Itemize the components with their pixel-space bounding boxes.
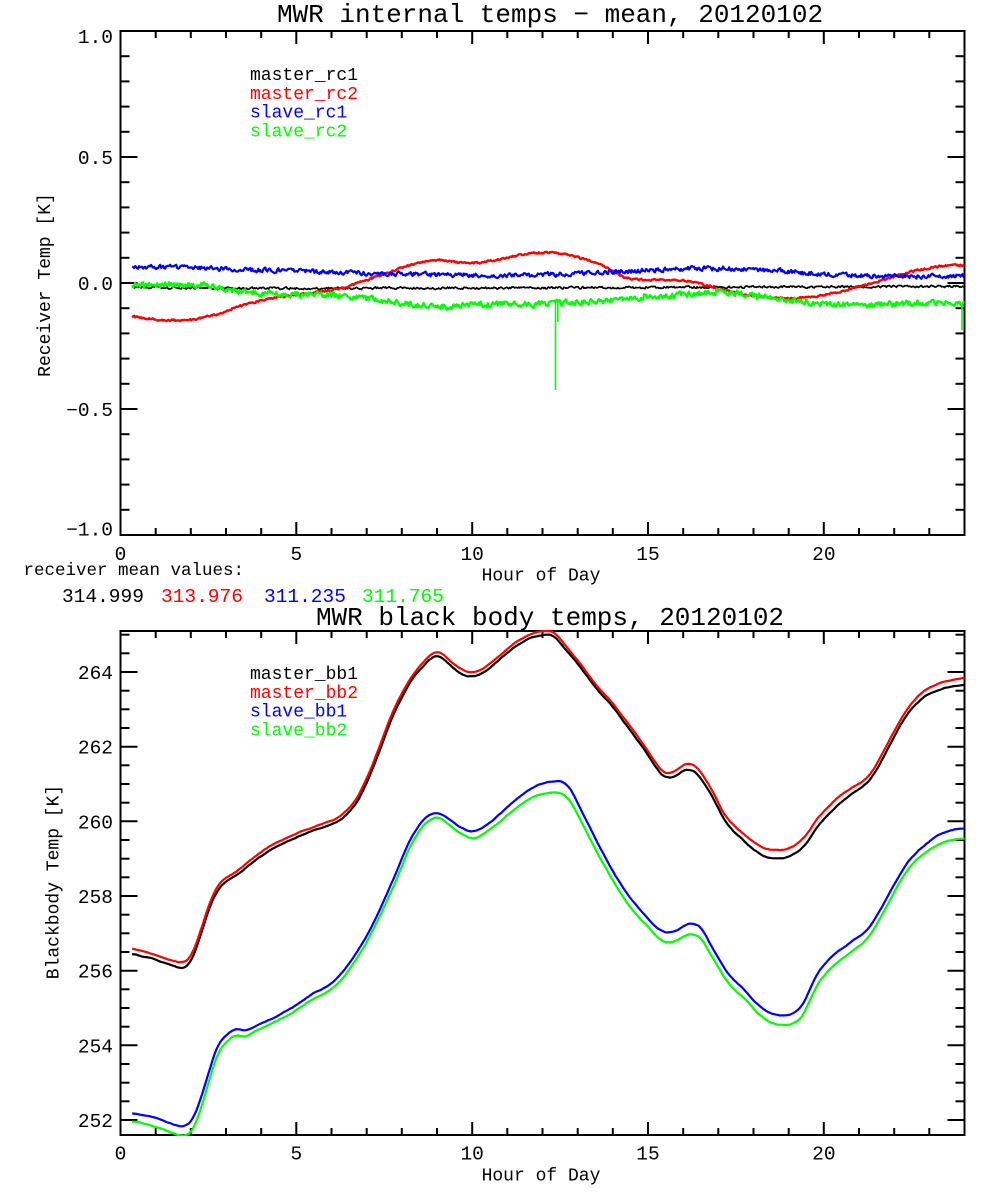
svg-text:Hour of Day: Hour of Day xyxy=(482,1167,601,1187)
svg-text:Blackbody Temp [K]: Blackbody Temp [K] xyxy=(45,785,65,979)
svg-text:10: 10 xyxy=(460,1144,483,1166)
svg-text:311.235: 311.235 xyxy=(264,586,346,608)
svg-text:5: 5 xyxy=(290,544,302,566)
svg-text:15: 15 xyxy=(636,544,659,566)
svg-text:20: 20 xyxy=(812,1144,835,1166)
svg-text:slave_bb2: slave_bb2 xyxy=(250,721,347,741)
svg-text:master_rc2: master_rc2 xyxy=(250,85,358,105)
svg-text:254: 254 xyxy=(78,1036,113,1058)
svg-text:−1.0: −1.0 xyxy=(66,520,113,542)
svg-text:10: 10 xyxy=(460,544,483,566)
svg-text:264: 264 xyxy=(78,663,113,685)
svg-text:MWR black body temps, 20120102: MWR black body temps, 20120102 xyxy=(316,603,784,633)
svg-text:Receiver Temp [K]: Receiver Temp [K] xyxy=(36,193,56,377)
svg-text:master_bb2: master_bb2 xyxy=(250,684,358,704)
svg-text:262: 262 xyxy=(78,738,113,760)
svg-text:313.976: 313.976 xyxy=(161,586,243,608)
svg-text:311.765: 311.765 xyxy=(362,586,444,608)
svg-text:receiver mean values:: receiver mean values: xyxy=(24,561,245,581)
svg-text:0: 0 xyxy=(115,1144,127,1166)
svg-text:256: 256 xyxy=(78,962,113,984)
svg-text:5: 5 xyxy=(290,1144,302,1166)
svg-text:0: 0 xyxy=(115,544,127,566)
svg-text:1.0: 1.0 xyxy=(78,27,113,49)
svg-text:Hour of Day: Hour of Day xyxy=(482,567,601,587)
svg-text:master_bb1: master_bb1 xyxy=(250,665,358,685)
svg-text:slave_bb1: slave_bb1 xyxy=(250,703,347,723)
svg-text:slave_rc1: slave_rc1 xyxy=(250,104,347,124)
svg-text:258: 258 xyxy=(78,887,113,909)
svg-text:−0.5: −0.5 xyxy=(66,400,113,422)
svg-text:252: 252 xyxy=(78,1111,113,1133)
svg-text:0.5: 0.5 xyxy=(78,148,113,170)
svg-text:314.999: 314.999 xyxy=(62,586,144,608)
svg-text:slave_rc2: slave_rc2 xyxy=(250,122,347,142)
svg-text:MWR internal temps − mean, 201: MWR internal temps − mean, 20120102 xyxy=(277,0,823,30)
svg-text:20: 20 xyxy=(812,544,835,566)
svg-text:master_rc1: master_rc1 xyxy=(250,66,358,86)
svg-text:15: 15 xyxy=(636,1144,659,1166)
svg-text:0.0: 0.0 xyxy=(78,274,113,296)
svg-text:260: 260 xyxy=(78,812,113,834)
